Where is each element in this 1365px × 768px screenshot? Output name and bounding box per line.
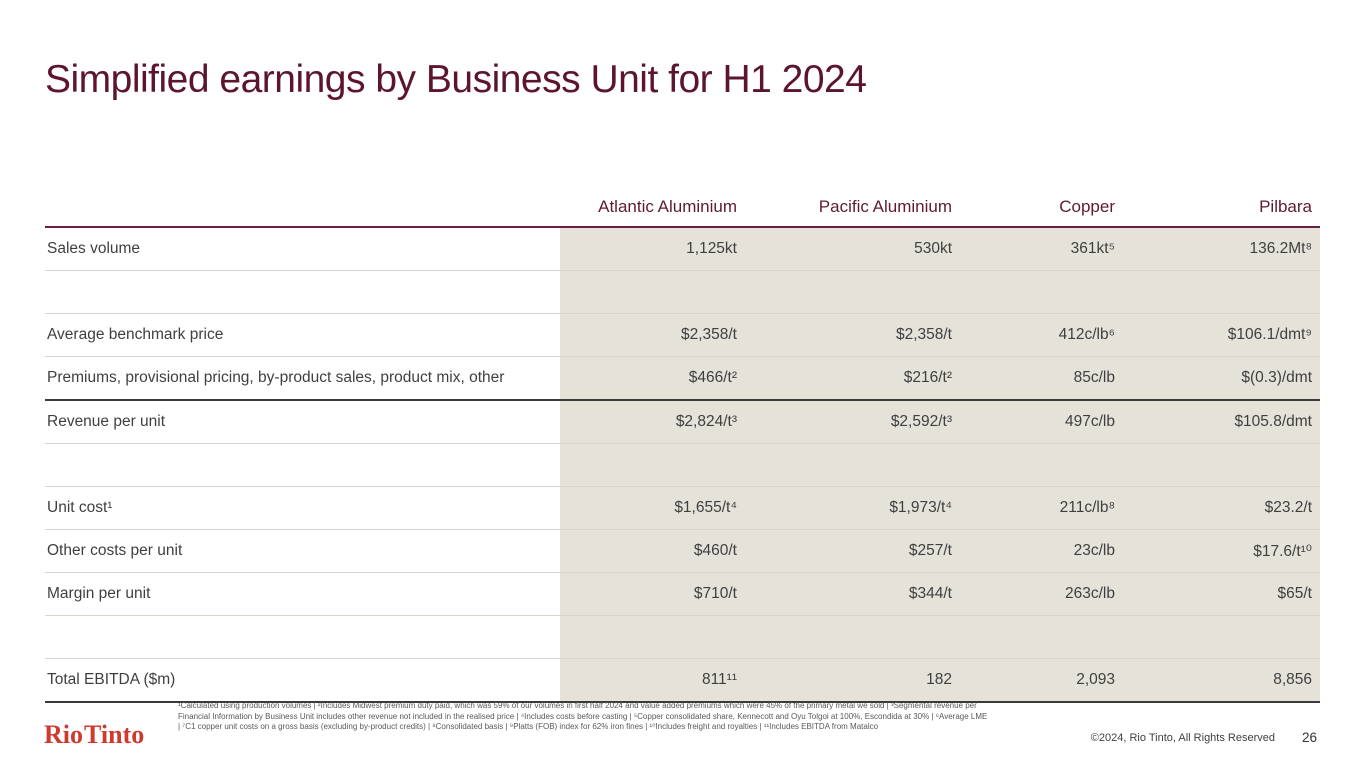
row-label <box>45 443 560 487</box>
cell-value <box>745 443 960 487</box>
cell-value: 211c/lb⁸ <box>960 486 1123 530</box>
row-average-benchmark-price: Average benchmark price $2,358/t $2,358/… <box>45 313 1320 357</box>
row-label: Revenue per unit <box>45 400 560 444</box>
cell-value: $466/t² <box>560 356 745 401</box>
row-label: Premiums, provisional pricing, by-produc… <box>45 356 560 401</box>
cell-value <box>560 270 745 314</box>
row-label: Margin per unit <box>45 572 560 616</box>
cell-value <box>960 270 1123 314</box>
cell-value <box>1123 443 1320 487</box>
row-unit-cost: Unit cost¹ $1,655/t⁴ $1,973/t⁴ 211c/lb⁸ … <box>45 486 1320 530</box>
slide-title: Simplified earnings by Business Unit for… <box>45 58 867 101</box>
cell-value <box>1123 270 1320 314</box>
header-pilbara: Pilbara <box>1123 190 1320 228</box>
cell-value <box>1123 615 1320 659</box>
cell-value <box>960 615 1123 659</box>
cell-value: $1,655/t⁴ <box>560 486 745 530</box>
cell-value: 811¹¹ <box>560 658 745 703</box>
cell-value: $105.8/dmt <box>1123 400 1320 444</box>
cell-value: $106.1/dmt⁹ <box>1123 313 1320 357</box>
cell-value: 263c/lb <box>960 572 1123 616</box>
cell-value <box>560 615 745 659</box>
earnings-table: Atlantic Aluminium Pacific Aluminium Cop… <box>45 190 1320 703</box>
cell-value <box>960 443 1123 487</box>
cell-value <box>745 270 960 314</box>
cell-value: $1,973/t⁴ <box>745 486 960 530</box>
cell-value: $17.6/t¹⁰ <box>1123 529 1320 573</box>
row-label: Sales volume <box>45 227 560 271</box>
cell-value: 361kt⁵ <box>960 227 1123 271</box>
cell-value: $710/t <box>560 572 745 616</box>
copyright-notice: ©2024, Rio Tinto, All Rights Reserved <box>1090 732 1275 744</box>
table-header-row: Atlantic Aluminium Pacific Aluminium Cop… <box>45 190 1320 228</box>
row-spacer <box>45 615 1320 659</box>
cell-value: 412c/lb⁶ <box>960 313 1123 357</box>
header-atlantic-aluminium: Atlantic Aluminium <box>560 190 745 228</box>
header-empty-cell <box>45 190 560 228</box>
row-label <box>45 615 560 659</box>
cell-value: 85c/lb <box>960 356 1123 401</box>
cell-value: 2,093 <box>960 658 1123 703</box>
cell-value: $2,358/t <box>745 313 960 357</box>
cell-value: 497c/lb <box>960 400 1123 444</box>
header-pacific-aluminium: Pacific Aluminium <box>745 190 960 228</box>
cell-value: 530kt <box>745 227 960 271</box>
cell-value: $2,592/t³ <box>745 400 960 444</box>
cell-value: $2,824/t³ <box>560 400 745 444</box>
row-spacer <box>45 443 1320 487</box>
cell-value: 1,125kt <box>560 227 745 271</box>
cell-value: $2,358/t <box>560 313 745 357</box>
cell-value: $65/t <box>1123 572 1320 616</box>
cell-value: $216/t² <box>745 356 960 401</box>
cell-value: 136.2Mt⁸ <box>1123 227 1320 271</box>
footnotes: ¹Calculated using production volumes | ²… <box>178 701 988 731</box>
cell-value: 23c/lb <box>960 529 1123 573</box>
row-label: Total EBITDA ($m) <box>45 658 560 703</box>
row-sales-volume: Sales volume 1,125kt 530kt 361kt⁵ 136.2M… <box>45 227 1320 271</box>
row-total-ebitda: Total EBITDA ($m) 811¹¹ 182 2,093 8,856 <box>45 658 1320 703</box>
row-label: Unit cost¹ <box>45 486 560 530</box>
cell-value: $257/t <box>745 529 960 573</box>
header-copper: Copper <box>960 190 1123 228</box>
cell-value: $460/t <box>560 529 745 573</box>
row-margin-per-unit: Margin per unit $710/t $344/t 263c/lb $6… <box>45 572 1320 616</box>
row-premiums-provisional-pricing: Premiums, provisional pricing, by-produc… <box>45 356 1320 401</box>
cell-value: $(0.3)/dmt <box>1123 356 1320 401</box>
row-label <box>45 270 560 314</box>
rio-tinto-logo: Rio Tinto <box>44 720 145 749</box>
row-label: Average benchmark price <box>45 313 560 357</box>
row-spacer <box>45 270 1320 314</box>
cell-value: $23.2/t <box>1123 486 1320 530</box>
page-number: 26 <box>1302 730 1318 745</box>
cell-value: 8,856 <box>1123 658 1320 703</box>
row-other-costs-per-unit: Other costs per unit $460/t $257/t 23c/l… <box>45 529 1320 573</box>
cell-value <box>560 443 745 487</box>
cell-value: 182 <box>745 658 960 703</box>
row-revenue-per-unit: Revenue per unit $2,824/t³ $2,592/t³ 497… <box>45 400 1320 444</box>
cell-value <box>745 615 960 659</box>
row-label: Other costs per unit <box>45 529 560 573</box>
cell-value: $344/t <box>745 572 960 616</box>
